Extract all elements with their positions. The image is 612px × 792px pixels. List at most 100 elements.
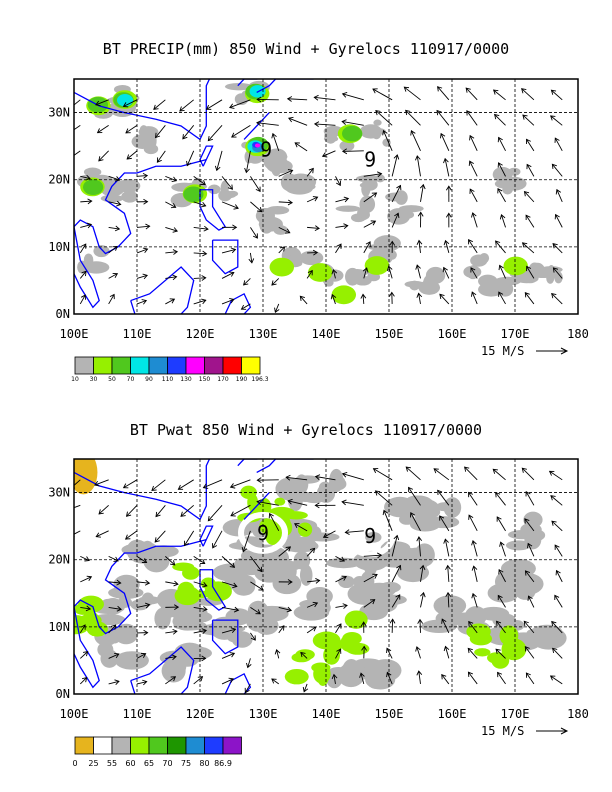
wind-vector [551, 163, 563, 177]
wind-vector [554, 137, 560, 143]
wind-vector [85, 174, 91, 181]
wind-vector [203, 479, 223, 489]
wind-vector [136, 248, 148, 254]
wind-vector [335, 198, 349, 203]
wind-vector [344, 529, 350, 535]
wind-vector [285, 546, 292, 552]
wind-vector [256, 120, 262, 127]
precip-shade [494, 178, 519, 189]
colorbar-label: 110 [162, 376, 174, 383]
wind-vector [278, 625, 285, 634]
wind-vector [410, 130, 421, 152]
wind-vector [389, 291, 395, 297]
wind-vector [497, 187, 503, 194]
wind-vector [246, 662, 252, 669]
wind-vector [494, 113, 500, 120]
pwat-shade [344, 610, 368, 629]
precip-shade [82, 179, 104, 195]
wind-vector [472, 540, 478, 557]
wind-vector [136, 300, 147, 305]
wind-vector [274, 649, 281, 655]
wind-vector [80, 555, 90, 561]
wind-vector [165, 251, 178, 254]
wind-vector [81, 270, 87, 277]
wind-vector [492, 89, 499, 95]
wind-vector [443, 538, 449, 544]
wind-vector [441, 673, 447, 680]
wind-vector [363, 574, 378, 583]
wind-vector [244, 687, 250, 694]
wind-vector [525, 214, 531, 220]
y-tick-label: 10N [48, 620, 70, 634]
wind-vector [243, 280, 249, 286]
pwat-shade [139, 540, 156, 564]
wind-vector [287, 169, 294, 175]
wind-vector [221, 248, 236, 254]
pwat-shade [100, 649, 119, 668]
wind-vector [524, 292, 535, 305]
wind-vector [386, 672, 393, 685]
wind-vector [554, 594, 560, 601]
wind-vector [419, 619, 421, 633]
wind-vector [447, 565, 450, 582]
pwat-shade [523, 528, 546, 542]
coastline [74, 226, 100, 309]
wind-vector [498, 569, 506, 583]
wind-vector [80, 576, 92, 583]
wind-vector [443, 645, 450, 652]
wind-vector [122, 102, 129, 108]
x-tick-label: 140E [312, 707, 341, 721]
wind-vector [230, 511, 236, 517]
wind-vector [287, 98, 308, 101]
wind-vector [376, 171, 383, 178]
wind-vector [112, 272, 119, 278]
precip-shade [289, 251, 301, 266]
wind-vector [271, 280, 277, 286]
vector-ref-arrow [560, 727, 569, 735]
wind-vector [250, 607, 261, 615]
y-tick-label: 30N [48, 106, 70, 120]
wind-vector [116, 605, 123, 612]
wind-vector [248, 258, 255, 264]
wind-vector [136, 653, 146, 659]
wind-vector [232, 582, 238, 589]
wind-vector [79, 271, 87, 279]
wind-vector [315, 476, 336, 481]
coastline [74, 79, 211, 141]
wind-vector [257, 501, 279, 506]
coastline [74, 538, 207, 635]
wind-vector [526, 163, 532, 170]
wind-vector [405, 109, 411, 116]
wind-vector [360, 621, 367, 627]
wind-vector [552, 267, 559, 273]
wind-vector [229, 103, 235, 109]
wind-vector [394, 212, 400, 218]
wind-vector [244, 683, 251, 693]
wind-vector [221, 272, 235, 279]
wind-vector [216, 150, 223, 171]
wind-vector [315, 578, 321, 584]
coastline [199, 525, 214, 547]
precip-shade [539, 266, 563, 274]
pwat-shade [275, 477, 303, 501]
wind-vector [231, 124, 251, 138]
pwat-shade [500, 558, 536, 579]
pwat-shade [148, 545, 179, 558]
wind-vector [172, 628, 178, 635]
wind-vector [203, 225, 209, 232]
wind-vector [342, 93, 364, 101]
wind-vector [312, 601, 319, 608]
vector-ref-label: 15 M/S [481, 724, 524, 738]
wind-vector [551, 621, 563, 634]
wind-vector [521, 88, 527, 94]
wind-vector [306, 196, 318, 203]
wind-vector [108, 294, 115, 305]
chart-title: BT PRECIP(mm) 850 Wind + Gyrelocs 110917… [102, 40, 510, 58]
wind-vector [376, 552, 383, 559]
wind-vector [521, 88, 535, 101]
wind-vector [496, 620, 502, 627]
x-tick-label: 100E [60, 327, 89, 341]
wind-vector [495, 240, 501, 246]
wind-vector [172, 227, 179, 233]
wind-vector [383, 130, 393, 152]
